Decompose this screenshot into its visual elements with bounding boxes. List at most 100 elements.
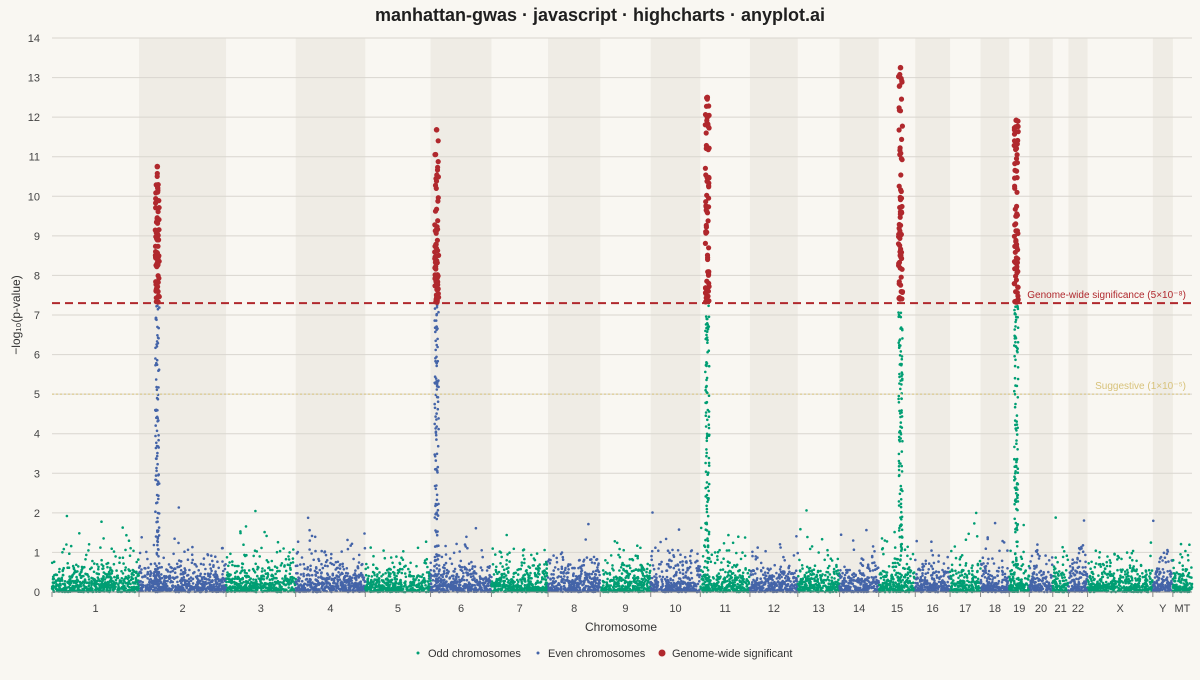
snp-point	[785, 579, 788, 582]
snp-point	[200, 587, 203, 590]
snp-point	[624, 570, 627, 573]
snp-point	[622, 549, 625, 552]
snp-point	[570, 587, 573, 590]
snp-point	[183, 567, 186, 570]
snp-point	[488, 588, 491, 591]
snp-point	[290, 562, 293, 565]
snp-point	[716, 581, 719, 584]
snp-point	[285, 558, 288, 561]
snp-point	[203, 578, 206, 581]
snp-point	[382, 580, 385, 583]
snp-point	[322, 567, 325, 570]
snp-point	[224, 563, 227, 566]
snp-point	[109, 587, 112, 590]
snp-point	[608, 589, 611, 592]
snp-point	[191, 559, 194, 562]
snp-point	[653, 588, 656, 591]
snp-point	[192, 582, 195, 585]
snp-point	[338, 587, 341, 590]
snp-point	[543, 549, 546, 552]
snp-point	[340, 550, 343, 553]
snp-point	[239, 585, 242, 588]
snp-point	[587, 523, 590, 526]
snp-point	[86, 589, 89, 592]
snp-point	[354, 569, 357, 572]
snp-point	[549, 562, 552, 565]
snp-point	[629, 567, 632, 570]
snp-point	[304, 583, 307, 586]
snp-point	[174, 571, 177, 574]
snp-point	[775, 572, 778, 575]
snp-point	[530, 588, 533, 591]
snp-point	[288, 564, 291, 567]
snp-point	[767, 572, 770, 575]
snp-point	[331, 585, 334, 588]
snp-point	[596, 569, 599, 572]
snp-point	[266, 576, 269, 579]
snp-point	[218, 588, 221, 591]
snp-point	[556, 576, 559, 579]
snp-point	[124, 569, 127, 572]
snp-point	[397, 586, 400, 589]
snp-point	[461, 577, 464, 580]
snp-point	[271, 569, 274, 572]
snp-point	[740, 576, 743, 579]
snp-point	[688, 577, 691, 580]
snp-point	[281, 562, 284, 565]
snp-point	[299, 563, 302, 566]
snp-point	[97, 573, 100, 576]
snp-point	[58, 568, 61, 571]
snp-point	[324, 564, 327, 567]
snp-point	[96, 563, 99, 566]
snp-point	[549, 578, 552, 581]
snp-point	[330, 578, 333, 581]
snp-point	[421, 586, 424, 589]
snp-point	[744, 568, 747, 571]
snp-point	[326, 572, 329, 575]
snp-point	[612, 579, 615, 582]
snp-point	[685, 571, 688, 574]
snp-point	[263, 569, 266, 572]
snp-point	[327, 581, 330, 584]
snp-point	[727, 534, 730, 537]
snp-point	[390, 556, 393, 559]
snp-point	[661, 585, 664, 588]
snp-point	[634, 568, 637, 571]
snp-point	[132, 574, 135, 577]
snp-point	[508, 551, 511, 554]
snp-point	[239, 572, 242, 575]
snp-point	[576, 582, 579, 585]
snp-point	[460, 560, 463, 563]
snp-point	[100, 559, 103, 562]
snp-point	[147, 566, 150, 569]
snp-point	[90, 584, 93, 587]
snp-point	[226, 577, 229, 580]
snp-point	[519, 578, 522, 581]
snp-point	[732, 572, 735, 575]
snp-point	[309, 578, 312, 581]
snp-point	[321, 589, 324, 592]
snp-point	[449, 557, 452, 560]
snp-point	[154, 562, 157, 565]
snp-point	[414, 579, 417, 582]
snp-point	[61, 579, 64, 582]
snp-point	[221, 585, 224, 588]
snp-point	[712, 576, 715, 579]
snp-point	[241, 578, 244, 581]
snp-point	[344, 584, 347, 587]
snp-point	[424, 559, 427, 562]
snp-point	[704, 575, 707, 578]
snp-point	[200, 563, 203, 566]
snp-point	[777, 580, 780, 583]
snp-point	[282, 547, 285, 550]
snp-point	[399, 563, 402, 566]
snp-point	[668, 552, 671, 555]
snp-point	[369, 546, 372, 549]
snp-point	[543, 563, 546, 566]
snp-point	[450, 581, 453, 584]
snp-point	[793, 572, 796, 575]
snp-point	[301, 580, 304, 583]
snp-point	[639, 547, 642, 550]
snp-point	[451, 575, 454, 578]
snp-point	[571, 567, 574, 570]
